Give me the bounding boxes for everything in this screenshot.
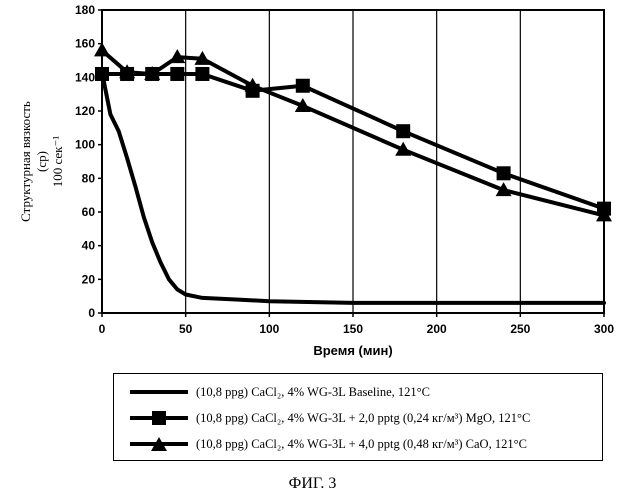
y-tick-label: 80: [82, 171, 96, 185]
data-point-square: [497, 166, 511, 180]
data-point-square: [170, 67, 184, 81]
x-tick-label: 200: [427, 322, 447, 336]
y-tick-label: 60: [82, 205, 96, 219]
y-tick-label: 160: [75, 37, 95, 51]
data-point-square: [296, 79, 310, 93]
legend-entry-cao: (10,8 ppg) CaCl₂, 4% WG-3L + 4,0 pptg (0…: [128, 434, 527, 454]
y-tick-label: 120: [75, 104, 95, 118]
legend-label-cao: (10,8 ppg) CaCl₂, 4% WG-3L + 4,0 pptg (0…: [196, 437, 527, 452]
legend-entry-mgo: (10,8 ppg) CaCl₂, 4% WG-3L + 2,0 pptg (0…: [128, 408, 530, 428]
x-tick-label: 150: [343, 322, 363, 336]
y-tick-label: 100: [75, 138, 95, 152]
x-tick-label: 0: [99, 322, 106, 336]
data-point-square: [95, 67, 109, 81]
figure-caption: ФИГ. 3: [0, 475, 625, 493]
x-axis-label: Время (мин): [313, 343, 392, 358]
legend-label-mgo: (10,8 ppg) CaCl₂, 4% WG-3L + 2,0 pptg (0…: [196, 411, 530, 426]
legend-entry-baseline: (10,8 ppg) CaCl₂, 4% WG-3L Baseline, 121…: [128, 382, 430, 402]
grid-lines: [186, 10, 521, 313]
legend-label-baseline: (10,8 ppg) CaCl₂, 4% WG-3L Baseline, 121…: [196, 385, 430, 400]
chart: 0 20 40 60 80 100 120 140 160 180 0 50 100 150 200 250…: [0, 0, 625, 380]
legend-swatch-triangle-icon: [128, 437, 190, 451]
data-point-triangle: [94, 42, 110, 56]
x-tick-label: 250: [510, 322, 530, 336]
data-point-square: [396, 124, 410, 138]
y-tick-label: 140: [75, 70, 95, 84]
x-tick-label: 50: [179, 322, 193, 336]
x-tick-label: 300: [594, 322, 614, 336]
legend-swatch-square-icon: [128, 411, 190, 425]
y-axis-label-line: Структурная вязкость: [18, 101, 33, 222]
legend-swatch-line-icon: [128, 385, 190, 399]
y-tick-label: 40: [82, 239, 96, 253]
y-axis-label-line: (ср): [34, 151, 49, 172]
data-point-square: [195, 67, 209, 81]
x-axis-ticks: 0 50 100 150 200 250 300: [99, 313, 615, 336]
y-tick-label: 180: [75, 3, 95, 17]
y-axis-label: Структурная вязкость(ср)100 сек⁻¹: [18, 101, 65, 222]
legend: (10,8 ppg) CaCl₂, 4% WG-3L Baseline, 121…: [113, 373, 603, 461]
y-axis-label-line: 100 сек⁻¹: [50, 136, 65, 188]
y-tick-label: 20: [82, 272, 96, 286]
y-tick-label: 0: [88, 306, 95, 320]
x-tick-label: 100: [259, 322, 279, 336]
